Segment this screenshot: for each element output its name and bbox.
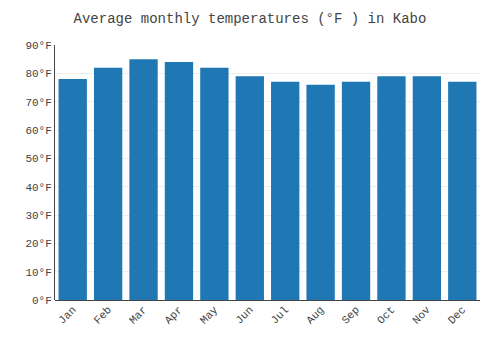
svg-text:0°F: 0°F <box>32 295 52 307</box>
svg-text:10°F: 10°F <box>25 267 51 279</box>
svg-text:Aug: Aug <box>304 304 326 326</box>
svg-text:Average monthly temperatures (: Average monthly temperatures (°F ) in Ka… <box>74 11 427 27</box>
svg-text:90°F: 90°F <box>25 40 51 52</box>
svg-text:May: May <box>198 304 221 327</box>
svg-text:40°F: 40°F <box>25 182 51 194</box>
svg-text:Nov: Nov <box>410 304 433 327</box>
svg-text:30°F: 30°F <box>25 210 51 222</box>
svg-text:70°F: 70°F <box>25 97 51 109</box>
svg-text:60°F: 60°F <box>25 125 51 137</box>
svg-text:80°F: 80°F <box>25 68 51 80</box>
svg-text:50°F: 50°F <box>25 153 51 165</box>
svg-text:20°F: 20°F <box>25 238 51 250</box>
svg-text:Feb: Feb <box>92 304 114 326</box>
svg-text:Sep: Sep <box>340 304 362 326</box>
svg-text:Jul: Jul <box>269 304 291 326</box>
svg-text:Apr: Apr <box>162 304 184 326</box>
svg-text:Oct: Oct <box>375 304 397 326</box>
svg-text:Mar: Mar <box>127 304 149 326</box>
svg-text:Dec: Dec <box>446 304 468 326</box>
svg-text:Jun: Jun <box>233 304 255 326</box>
svg-text:Jan: Jan <box>56 304 78 326</box>
